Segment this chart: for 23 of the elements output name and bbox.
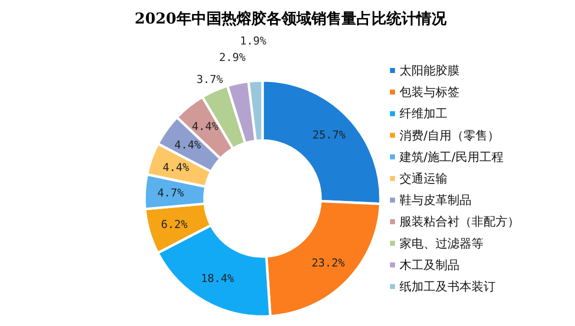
data-label: 4.4% [174,138,202,152]
legend-label: 包装与标签 [400,85,460,100]
data-label: 4.4% [192,120,219,134]
legend-label: 木工及制品 [400,258,460,272]
legend-label: 纤维加工 [400,106,448,121]
data-label: 4.4% [162,160,190,174]
legend-label: 家电、过滤器等 [400,236,484,250]
legend-label: 太阳能胶膜 [400,64,460,78]
data-label: 25.7% [312,128,346,142]
data-label: 18.4% [200,272,234,286]
legend-label: 交通运输 [400,172,448,186]
data-label: 23.2% [312,256,346,270]
legend-label: 鞋与皮革制品 [400,193,472,208]
legend-label: 服装粘合衬（非配方） [400,214,520,229]
data-label: 6.2% [160,218,188,231]
data-label: 1.9% [240,34,267,48]
data-label: 2.9% [219,51,246,64]
legend-label: 建筑/施工/民用工程 [398,150,504,164]
data-label: 4.7% [157,186,184,200]
legend-label: 纸加工及书本装订 [400,280,496,294]
chart-title: 2020年中国热熔胶各领域销售量占比统计情况 [134,10,448,28]
data-label: 3.7% [196,73,224,86]
legend-label: 消费/自用（零售） [400,128,500,142]
